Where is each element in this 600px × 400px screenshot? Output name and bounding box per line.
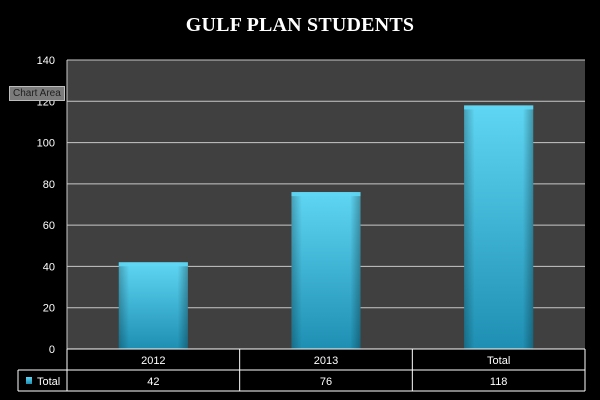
bar-top-bevel xyxy=(464,105,534,110)
y-tick-label: 100 xyxy=(37,138,55,150)
chart-title: GULF PLAN STUDENTS xyxy=(185,14,415,36)
y-tick-label: 20 xyxy=(43,303,55,315)
bar-shading xyxy=(291,192,361,349)
data-table: 2012 2013 Total Total 42 76 118 xyxy=(17,348,586,392)
y-tick-label: 40 xyxy=(43,261,55,273)
bar-top-bevel xyxy=(291,192,361,197)
bars xyxy=(118,105,534,350)
data-table-value: 118 xyxy=(490,376,508,388)
x-tick-label: 2013 xyxy=(314,355,338,367)
legend-label: Total xyxy=(37,376,60,388)
y-tick-label: 80 xyxy=(43,179,55,191)
x-tick-label: Total xyxy=(487,355,510,367)
chart-area-tooltip: Chart Area xyxy=(9,86,65,101)
data-table-value: 42 xyxy=(147,376,159,388)
y-tick-label: 140 xyxy=(37,55,55,67)
bar-shading xyxy=(464,105,534,350)
x-tick-label: 2012 xyxy=(141,355,165,367)
y-tick-label: 0 xyxy=(49,344,55,356)
data-table-value: 76 xyxy=(320,376,332,388)
y-tick-label: 60 xyxy=(43,220,55,232)
legend-key xyxy=(26,377,32,384)
bar-top-bevel xyxy=(118,262,188,267)
bar-shading xyxy=(118,262,188,349)
